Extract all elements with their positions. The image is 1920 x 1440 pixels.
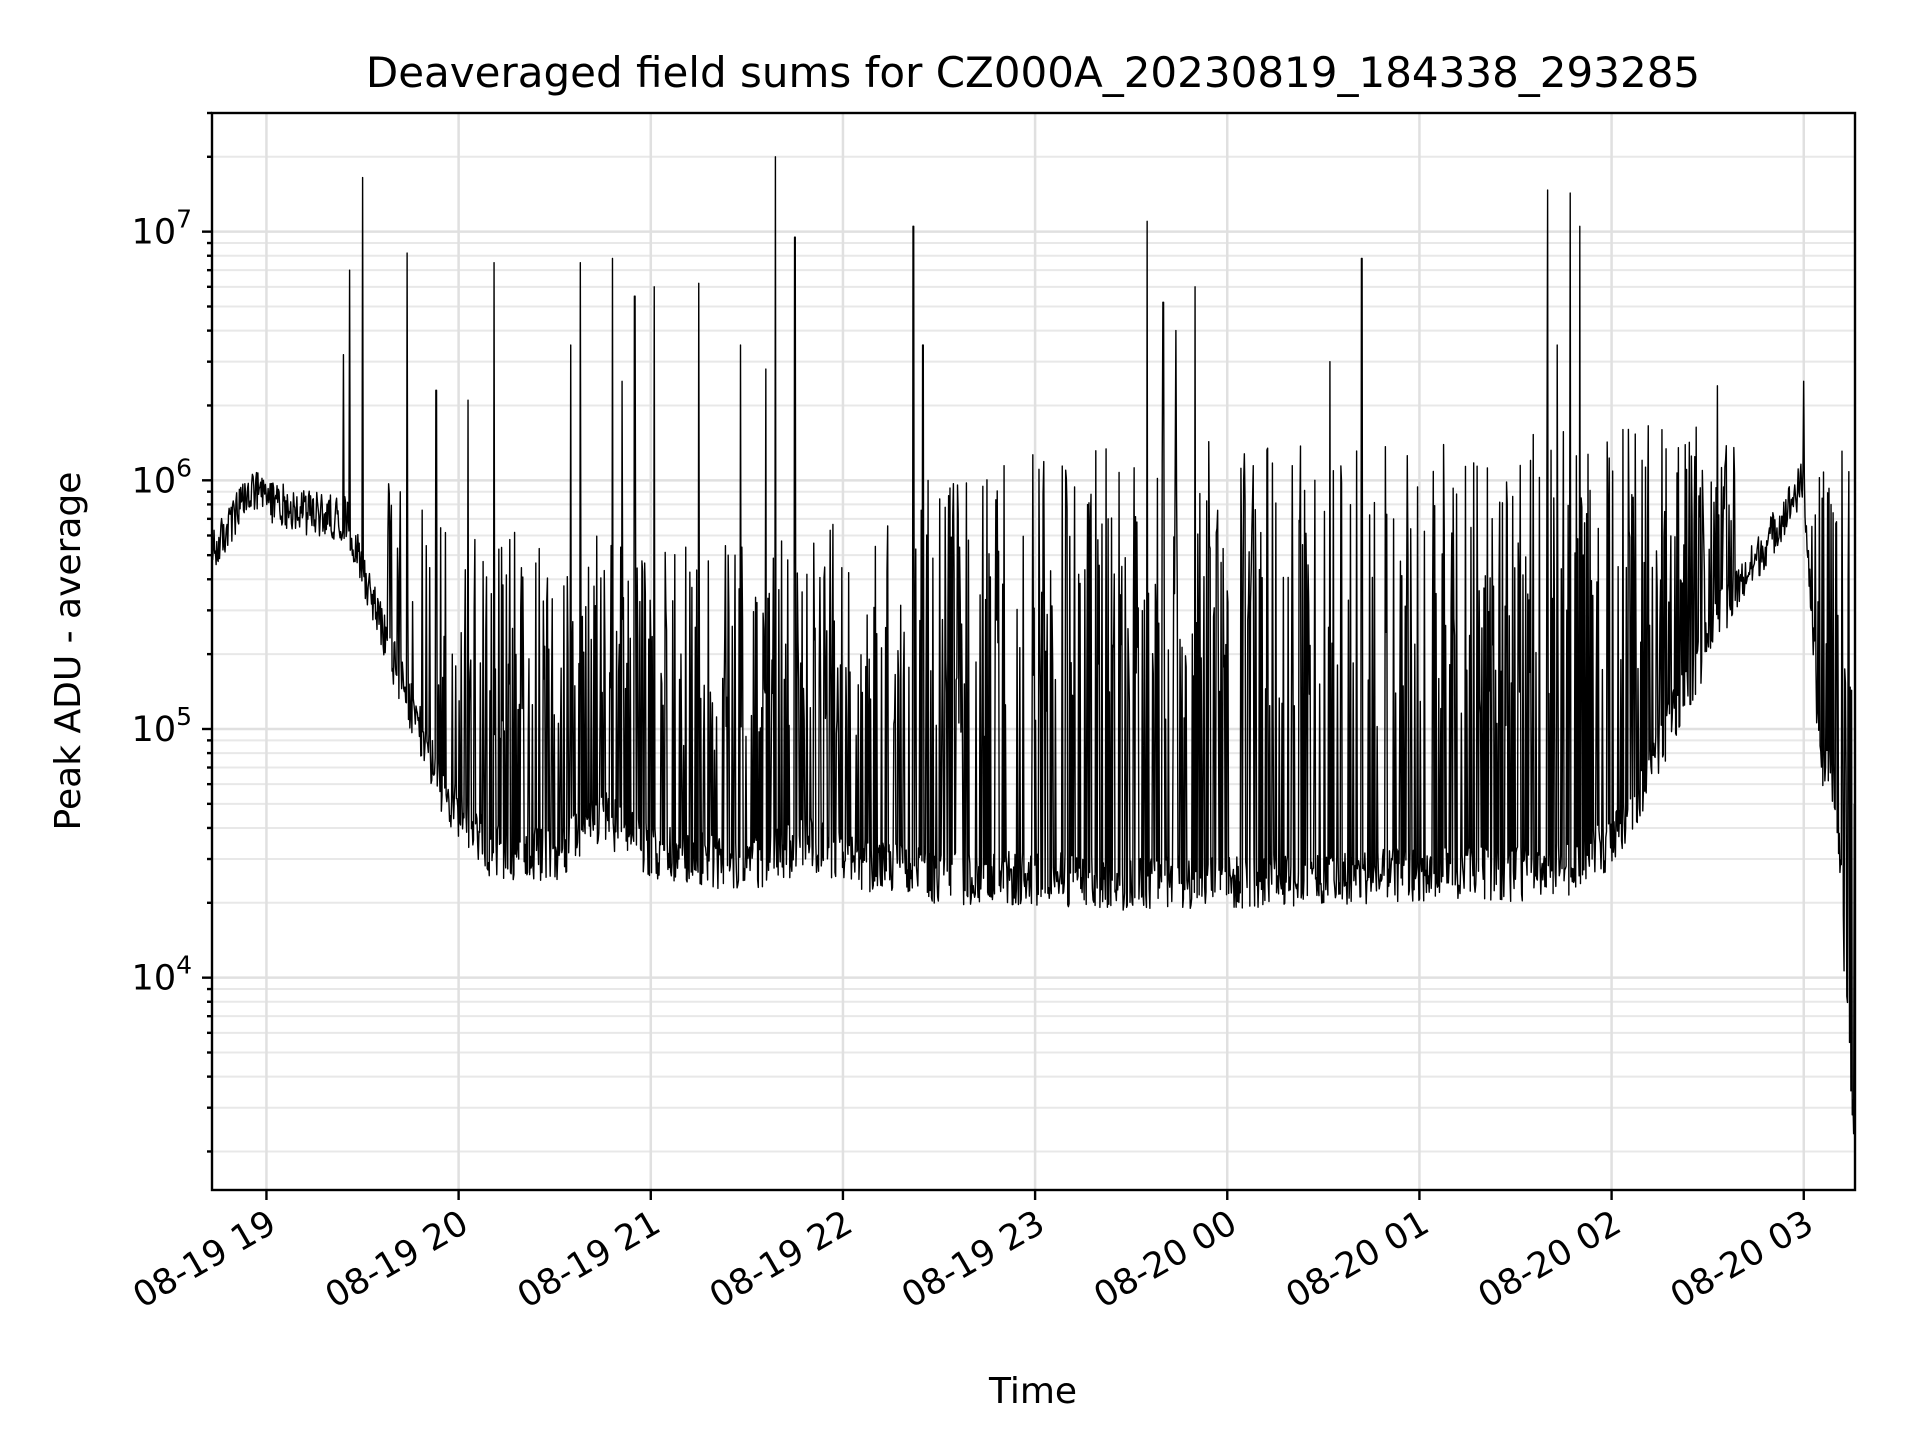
x-axis-label: Time bbox=[988, 1371, 1077, 1412]
plot-frame bbox=[210, 111, 1857, 1192]
chart-title: Deaveraged field sums for CZ000A_2023081… bbox=[366, 48, 1700, 97]
y-axis-label: Peak ADU - average bbox=[48, 472, 89, 831]
y-tick-label: 107 bbox=[132, 205, 192, 253]
y-tick-label: 105 bbox=[132, 702, 192, 750]
y-tick-label: 104 bbox=[132, 951, 192, 999]
y-tick-label: 106 bbox=[132, 453, 192, 501]
series-line bbox=[211, 156, 1856, 1135]
series-layer bbox=[211, 156, 1856, 1135]
